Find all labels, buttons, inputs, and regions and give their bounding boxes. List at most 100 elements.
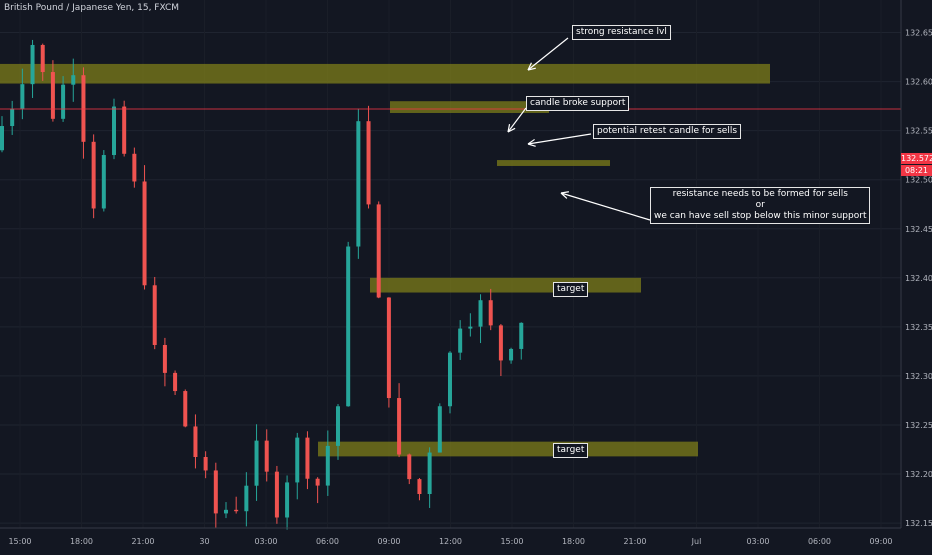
- candle-bull: [468, 326, 473, 329]
- countdown-label: 08:21: [901, 165, 932, 176]
- candle-bear: [152, 285, 157, 345]
- candle-bull: [325, 445, 330, 486]
- candle-bull: [71, 75, 76, 85]
- price-tick-label: 132.500: [905, 176, 932, 185]
- time-tick-label: 30: [199, 537, 209, 546]
- time-tick-label: 03:00: [254, 537, 277, 546]
- candle-bull: [10, 108, 15, 127]
- note-target-lower: target: [553, 443, 589, 458]
- time-tick-label: 06:00: [808, 537, 831, 546]
- candle-bull: [295, 437, 300, 483]
- annotation-arrow: [560, 192, 651, 221]
- candle-bear: [274, 471, 279, 518]
- candle-bear: [132, 153, 137, 182]
- price-tick-label: 132.250: [905, 421, 932, 430]
- price-tick-label: 132.350: [905, 323, 932, 332]
- time-tick-label: 18:00: [70, 537, 93, 546]
- candle-bull: [437, 406, 442, 453]
- time-tick-label: 18:00: [562, 537, 585, 546]
- candle-bull: [101, 155, 106, 209]
- candle-bull: [458, 328, 463, 353]
- candle-bear: [173, 372, 178, 392]
- time-tick-label: 03:00: [746, 537, 769, 546]
- candle-bear: [213, 470, 218, 514]
- price-tick-label: 132.200: [905, 470, 932, 479]
- time-tick-label: 09:00: [377, 537, 400, 546]
- zone-strong-resistance: [0, 63, 770, 84]
- annotation-arrow-head: [560, 191, 569, 194]
- note-resistance-line-1: resistance needs to be formed for sells: [672, 189, 848, 199]
- candle-bull: [111, 106, 116, 156]
- candle-bear: [498, 325, 503, 361]
- candle-bear: [386, 297, 391, 399]
- time-tick-label: Jul: [691, 537, 702, 546]
- candle-bull: [30, 44, 35, 85]
- candle-bear: [193, 426, 198, 457]
- candle-bull: [447, 352, 452, 407]
- time-tick-label: 06:00: [316, 537, 339, 546]
- price-tick-label: 132.650: [905, 29, 932, 38]
- annotation-arrow-head: [507, 124, 511, 133]
- candle-bear: [234, 509, 239, 512]
- candle-bear: [407, 454, 412, 480]
- zone-minor-support: [497, 160, 610, 166]
- symbol-title: British Pound / Japanese Yen, 15, FXCM: [4, 3, 180, 13]
- annotation-arrow: [507, 107, 527, 133]
- candle-bear: [91, 141, 96, 209]
- candle-bull: [254, 440, 259, 486]
- note-potential-retest: potential retest candle for sells: [593, 124, 742, 139]
- candle-bear: [81, 75, 86, 142]
- price-tick-label: 132.300: [905, 372, 932, 381]
- candle-bull: [356, 121, 361, 247]
- candle-bull: [244, 485, 249, 512]
- price-tick-label: 132.550: [905, 127, 932, 136]
- candle-bear: [366, 121, 371, 205]
- note-resistance-needed: resistance needs to be formed for sells …: [650, 187, 871, 224]
- candle-bull: [346, 246, 351, 407]
- annotation-arrow-head: [507, 127, 516, 133]
- candle-bear: [417, 479, 422, 495]
- candle-bear: [50, 72, 55, 119]
- note-strong-resistance: strong resistance lvl: [572, 25, 671, 40]
- price-tick-label: 132.150: [905, 519, 932, 528]
- time-tick-label: 21:00: [131, 537, 154, 546]
- time-tick-label: 15:00: [8, 537, 31, 546]
- candle-bear: [264, 440, 269, 472]
- price-axis-bg: [901, 0, 932, 550]
- candle-bull: [519, 322, 524, 349]
- time-tick-label: 21:00: [623, 537, 646, 546]
- annotation-arrow-head: [560, 192, 568, 199]
- candle-bear: [203, 456, 208, 471]
- note-resistance-line-3: we can have sell stop below this minor s…: [654, 211, 867, 221]
- price-tick-label: 132.400: [905, 274, 932, 283]
- price-tick-label: 132.600: [905, 78, 932, 87]
- zone-lower-target: [318, 441, 698, 457]
- candle-bear: [183, 391, 188, 427]
- candle-bear: [397, 398, 402, 455]
- annotation-arrow-head: [527, 143, 536, 147]
- time-tick-label: 12:00: [439, 537, 462, 546]
- candle-bull: [509, 348, 514, 361]
- annotation-arrow-head: [527, 138, 535, 145]
- price-tick-label: 132.450: [905, 225, 932, 234]
- note-target-upper: target: [553, 282, 589, 297]
- note-candle-broke-support: candle broke support: [526, 96, 630, 111]
- candle-bear: [40, 44, 45, 73]
- candle-bear: [488, 300, 493, 326]
- candle-bear: [162, 344, 167, 373]
- note-resistance-line-2: or: [755, 200, 765, 210]
- candle-bull: [61, 84, 66, 119]
- candle-bull: [223, 509, 228, 514]
- annotation-arrow: [527, 37, 569, 71]
- candle-bear: [376, 204, 381, 298]
- candle-bull: [478, 300, 483, 327]
- candle-bear: [142, 181, 147, 286]
- time-tick-label: 15:00: [500, 537, 523, 546]
- candle-bear: [305, 437, 310, 479]
- candle-bear: [122, 106, 127, 154]
- zone-retest-zone: [390, 101, 549, 113]
- annotation-arrow-head: [527, 67, 536, 71]
